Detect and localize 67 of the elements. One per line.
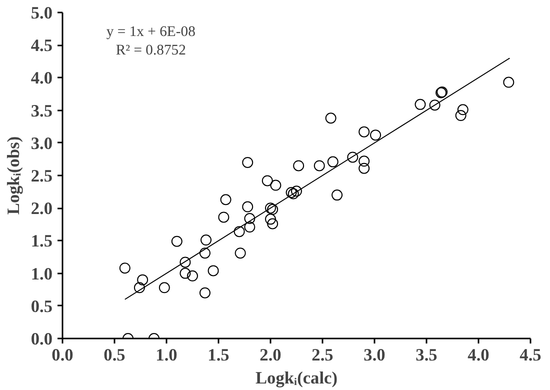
point (358, 126, 370, 138)
y-tick-label: 3.5 (30, 101, 53, 120)
y-tick-label: 0.5 (30, 296, 53, 316)
point (457, 104, 468, 116)
point (199, 248, 210, 259)
point (134, 282, 145, 294)
point (291, 186, 302, 197)
y-tick-label: 0.0 (30, 330, 53, 348)
point (503, 76, 514, 88)
point (327, 156, 338, 168)
x-tick-label: 3.0 (364, 346, 386, 364)
y-tick-label: 4.0 (30, 68, 53, 88)
point (242, 201, 254, 212)
point (187, 270, 198, 282)
point (358, 156, 370, 167)
x-tick-label: 2.5 (312, 346, 334, 364)
point (270, 180, 282, 191)
y-tick-label: 5.0 (30, 4, 53, 22)
point (171, 236, 182, 247)
y-tick-label: 4.5 (30, 36, 53, 56)
point (218, 212, 230, 223)
point (370, 130, 382, 141)
point (244, 213, 256, 224)
x-tick-label: 1.5 (208, 346, 230, 364)
y-tick-label: 2.0 (30, 199, 53, 218)
point (242, 156, 254, 168)
point (199, 287, 210, 298)
annotation: y = 1x + 6E-08 (106, 24, 196, 40)
point (158, 282, 170, 294)
x-tick-label: 0.5 (104, 346, 126, 364)
y-tick-label: 1.0 (30, 264, 53, 284)
annotation: R² = 0.8752 (116, 42, 186, 58)
point (429, 100, 440, 111)
point (244, 222, 256, 232)
point (137, 274, 148, 286)
point (267, 204, 278, 215)
y-tick-label: 2.5 (30, 166, 53, 186)
point (358, 162, 370, 174)
point (119, 262, 130, 274)
point (455, 110, 466, 122)
point (347, 152, 358, 163)
y-tick-label: 3.0 (30, 134, 53, 153)
y-axis-title: Logkᵢ(obs) (4, 136, 23, 215)
point (220, 194, 232, 206)
point (332, 190, 343, 201)
x-tick-label: 1.0 (156, 346, 178, 364)
point (234, 226, 245, 238)
point (180, 256, 191, 268)
x-tick-label: 2.0 (260, 346, 282, 364)
point (234, 248, 246, 259)
point (208, 265, 219, 276)
point (180, 268, 191, 279)
x-tick-label: 4.0 (468, 346, 490, 364)
x-tick-label: 0.0 (52, 346, 74, 364)
point (200, 234, 212, 246)
point (265, 202, 276, 214)
x-axis-title: Logkᵢ(calc) (256, 368, 338, 388)
x-tick-label: 4.5 (520, 346, 542, 364)
point (262, 175, 273, 186)
point (414, 98, 426, 110)
y-tick-label: 1.5 (30, 232, 53, 251)
point (267, 218, 278, 230)
point (314, 160, 325, 172)
point (293, 160, 304, 172)
point (325, 112, 336, 124)
point (265, 214, 276, 225)
x-tick-label: 3.5 (416, 346, 438, 364)
